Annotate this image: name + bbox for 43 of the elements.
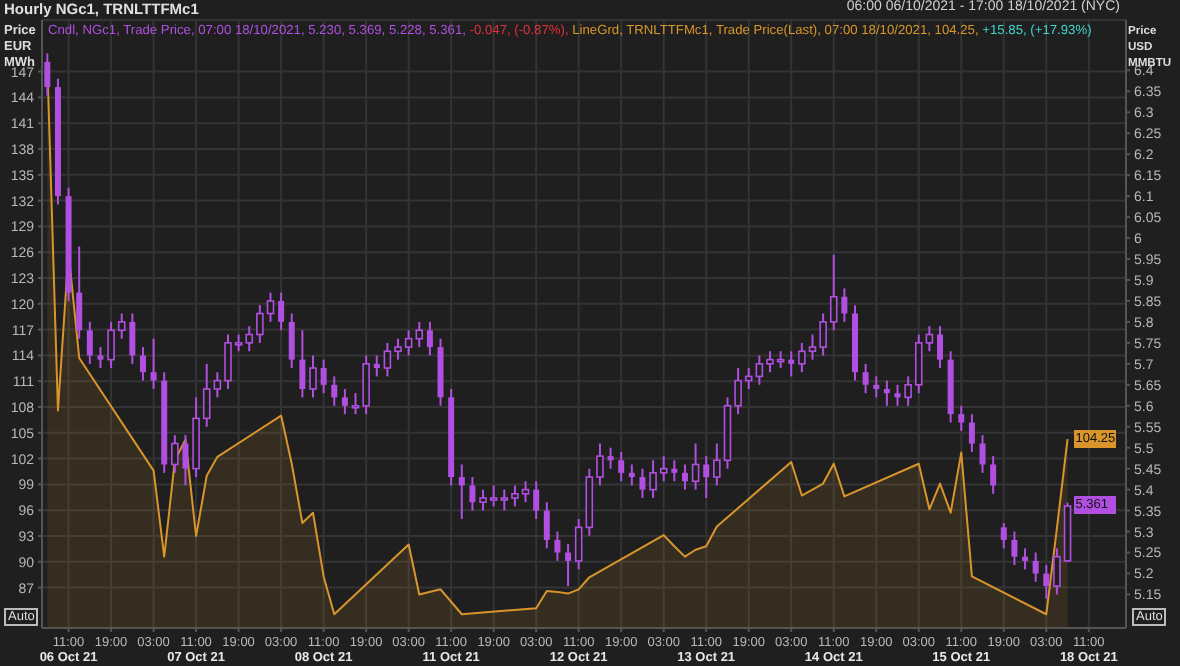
candlestick [97, 346, 104, 370]
candlestick [373, 354, 380, 378]
candlestick [691, 442, 700, 491]
candlestick [533, 480, 540, 520]
candlestick [86, 320, 93, 365]
candlestick [628, 463, 635, 487]
candlestick [150, 337, 157, 390]
candlestick [1011, 530, 1018, 567]
candlestick [288, 312, 295, 370]
candlestick [320, 358, 327, 395]
candlestick [788, 350, 795, 378]
candlestick [607, 446, 614, 470]
candlestick [44, 52, 51, 97]
candlestick [331, 375, 338, 407]
candlestick [299, 329, 306, 399]
candlestick [968, 413, 975, 453]
candlestick [458, 463, 465, 520]
candlestick [1000, 522, 1007, 550]
candlestick [341, 387, 348, 416]
candlestick [1032, 551, 1039, 583]
candlestick [681, 463, 688, 491]
candlestick [990, 455, 997, 495]
candlestick [543, 501, 550, 550]
candlestick [309, 354, 317, 399]
candlestick [278, 291, 285, 332]
candlestick [937, 325, 944, 370]
candlestick [1043, 564, 1050, 600]
candlestick [76, 245, 83, 340]
candlestick [873, 375, 880, 399]
candlestick [1022, 547, 1029, 571]
candlestick [883, 379, 890, 407]
candlestick [979, 434, 986, 474]
candlestick [574, 517, 583, 571]
candlestick [469, 476, 476, 512]
candlestick [703, 455, 710, 500]
candlestick [639, 467, 646, 500]
candlestick [862, 362, 869, 395]
candlestick [618, 450, 625, 483]
candlestick [554, 530, 561, 562]
candlestick [426, 320, 433, 357]
candlestick [565, 543, 572, 588]
candlestick [958, 404, 965, 432]
candlestick [139, 346, 146, 382]
